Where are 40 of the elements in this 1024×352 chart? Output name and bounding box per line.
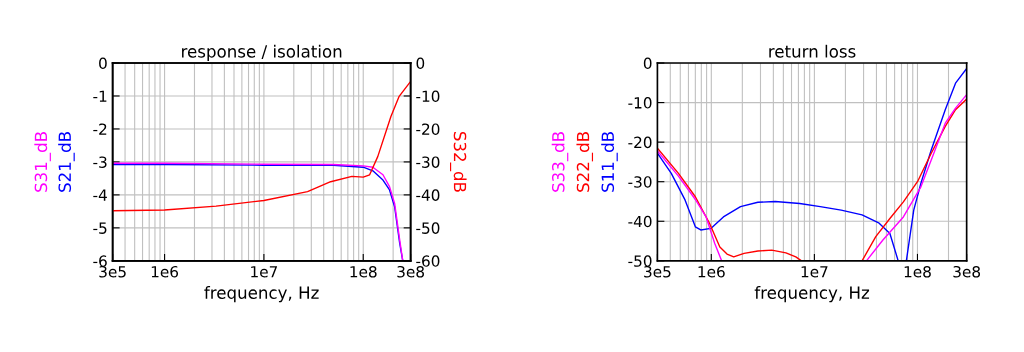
x-tick-label: 3e5 [644, 265, 671, 278]
y2-tick-label: -40 [416, 189, 440, 201]
y2-tick-label: -20 [416, 123, 440, 135]
y-tick-label: -10 [628, 97, 652, 109]
y-tick-label: -50 [628, 255, 652, 267]
x-tick-label: 3e8 [397, 265, 424, 278]
y2-tick-label: -30 [416, 156, 440, 168]
y2-tick-label: -10 [416, 90, 440, 102]
text: S11_dB [601, 132, 618, 192]
x-tick-label: 1e8 [904, 265, 931, 278]
text: S21_dB [58, 132, 75, 192]
y-tick-label: -4 [93, 189, 107, 201]
x-tick-label: 1e7 [251, 266, 278, 278]
x-tick-label: 3e5 [99, 265, 126, 278]
y-tick-label: -20 [628, 136, 652, 149]
text: S22_dB [576, 132, 594, 192]
y2-tick-label: -60 [416, 255, 440, 267]
y-tick-label: -3 [93, 156, 107, 168]
y-tick-label: 0 [643, 57, 652, 70]
x-axis-title: frequency, Hz [204, 286, 319, 303]
x-tick-label: 1e6 [151, 265, 179, 278]
text: S33_dB [551, 132, 569, 192]
y2-tick-label: -50 [416, 222, 440, 234]
x-tick-label: 3e8 [953, 265, 981, 278]
x-tick-label: 1e6 [698, 265, 725, 278]
chart-title: return loss [769, 44, 856, 58]
y-tick-label: -1 [93, 90, 107, 102]
x-axis-title: frequency, Hz [754, 286, 870, 303]
y2-tick-label: 0 [416, 57, 425, 70]
chart-title: response / isolation [182, 44, 342, 61]
y-tick-label: 0 [99, 57, 107, 70]
y-tick-label: -5 [93, 222, 107, 234]
text: S32_dB [450, 131, 467, 192]
x-tick-label: 1e8 [350, 265, 377, 278]
y-tick-label: -6 [93, 255, 107, 267]
y-tick-label: -40 [628, 215, 652, 228]
text: S31_dB [34, 132, 51, 192]
y-tick-label: -2 [93, 123, 107, 135]
y-tick-label: -30 [628, 176, 652, 188]
x-tick-label: 1e7 [801, 266, 828, 278]
